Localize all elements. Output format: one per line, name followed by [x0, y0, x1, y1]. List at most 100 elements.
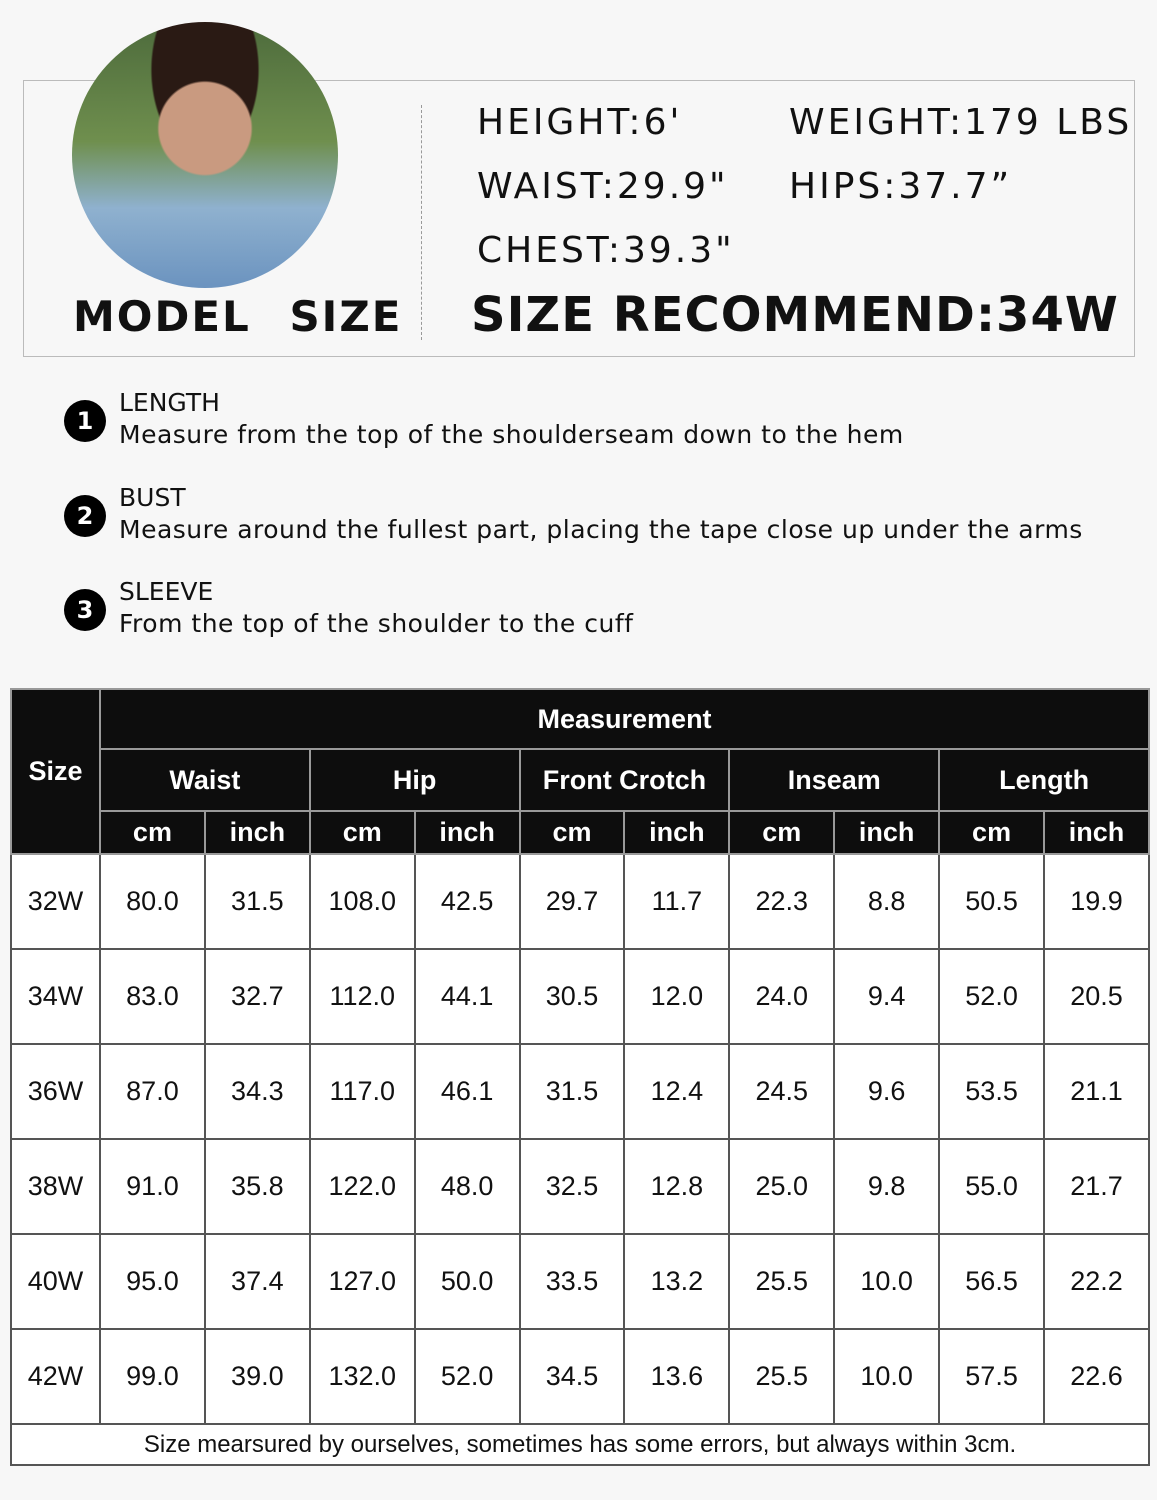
measurement-note: Size mearsured by ourselves, sometimes h…: [9, 1423, 1151, 1466]
value-cell: 122.0: [308, 1138, 416, 1235]
value-cell: 21.1: [1043, 1043, 1151, 1140]
column-header-length: Length: [938, 748, 1151, 812]
value-cell: 9.8: [833, 1138, 941, 1235]
value-cell: 25.5: [728, 1233, 836, 1330]
value-cell: 57.5: [938, 1328, 1046, 1425]
value-cell: 52.0: [938, 948, 1046, 1045]
value-cell: 12.4: [623, 1043, 731, 1140]
value-cell: 50.5: [938, 853, 1046, 950]
value-cell: 117.0: [308, 1043, 416, 1140]
guide-description: Measure around the fullest part, placing…: [119, 515, 1083, 544]
table-row: 36W 87.0 34.3 117.0 46.1 31.5 12.4 24.5 9.6 53.5 2…: [10, 1043, 1151, 1140]
value-cell: 31.5: [203, 853, 311, 950]
value-cell: 13.2: [623, 1233, 731, 1330]
table-row: 32W 80.0 31.5 108.0 42.5 29.7 11.7 22.3 8.8 50.5 1…: [10, 853, 1151, 950]
number-2-icon: 2: [64, 495, 106, 537]
value-cell: 8.8: [833, 853, 941, 950]
table-row: 42W 99.0 39.0 132.0 52.0 34.5 13.6 25.5 10.0 57.5…: [10, 1328, 1151, 1425]
value-cell: 34.3: [203, 1043, 311, 1140]
guide-title: SLEEVE: [119, 577, 214, 606]
size-cell: 38W: [10, 1138, 101, 1235]
unit-header: cm: [518, 810, 626, 855]
unit-header: inch: [833, 810, 941, 855]
value-cell: 53.5: [938, 1043, 1046, 1140]
measurement-header: Measurement: [98, 688, 1151, 750]
value-cell: 29.7: [518, 853, 626, 950]
value-cell: 10.0: [833, 1328, 941, 1425]
unit-header: cm: [99, 810, 206, 855]
guide-title: LENGTH: [119, 388, 220, 417]
value-cell: 56.5: [938, 1233, 1046, 1330]
size-cell: 36W: [10, 1043, 101, 1140]
value-cell: 39.0: [203, 1328, 311, 1425]
value-cell: 112.0: [308, 948, 416, 1045]
value-cell: 83.0: [99, 948, 206, 1045]
value-cell: 31.5: [518, 1043, 626, 1140]
value-cell: 30.5: [518, 948, 626, 1045]
value-cell: 37.4: [203, 1233, 311, 1330]
column-header-hip: Hip: [308, 748, 521, 812]
value-cell: 22.6: [1043, 1328, 1151, 1425]
unit-header: inch: [203, 810, 311, 855]
value-cell: 32.5: [518, 1138, 626, 1235]
value-cell: 25.0: [728, 1138, 836, 1235]
value-cell: 12.0: [623, 948, 731, 1045]
value-cell: 132.0: [308, 1328, 416, 1425]
value-cell: 52.0: [413, 1328, 521, 1425]
size-header: Size: [10, 688, 101, 855]
column-header-front-crotch: Front Crotch: [518, 748, 731, 812]
size-cell: 40W: [10, 1233, 101, 1330]
value-cell: 12.8: [623, 1138, 731, 1235]
model-size-label: MODEL SIZE: [73, 292, 403, 341]
size-cell: 34W: [10, 948, 101, 1045]
guide-description: From the top of the shoulder to the cuff: [119, 609, 634, 638]
column-header-inseam: Inseam: [728, 748, 941, 812]
model-chest: CHEST:39.3": [477, 230, 735, 271]
value-cell: 50.0: [413, 1233, 521, 1330]
value-cell: 42.5: [413, 853, 521, 950]
value-cell: 24.5: [728, 1043, 836, 1140]
model-hips: HIPS:37.7”: [789, 166, 1013, 207]
value-cell: 44.1: [413, 948, 521, 1045]
table-row: 38W 91.0 35.8 122.0 48.0 32.5 12.8 25.0 9.8 55.0 2…: [10, 1138, 1151, 1235]
unit-header: cm: [938, 810, 1046, 855]
value-cell: 35.8: [203, 1138, 311, 1235]
unit-header: inch: [623, 810, 731, 855]
value-cell: 20.5: [1043, 948, 1151, 1045]
value-cell: 99.0: [99, 1328, 206, 1425]
value-cell: 87.0: [99, 1043, 206, 1140]
value-cell: 13.6: [623, 1328, 731, 1425]
column-header-waist: Waist: [99, 748, 311, 812]
value-cell: 22.3: [728, 853, 836, 950]
unit-header: cm: [728, 810, 836, 855]
value-cell: 32.7: [203, 948, 311, 1045]
value-cell: 127.0: [308, 1233, 416, 1330]
value-cell: 25.5: [728, 1328, 836, 1425]
unit-header: inch: [413, 810, 521, 855]
value-cell: 80.0: [99, 853, 206, 950]
value-cell: 91.0: [99, 1138, 206, 1235]
model-photo: [72, 22, 338, 288]
model-waist: WAIST:29.9": [477, 166, 729, 207]
value-cell: 11.7: [623, 853, 731, 950]
model-height: HEIGHT:6': [477, 102, 683, 143]
divider: [421, 105, 422, 340]
size-cell: 42W: [10, 1328, 101, 1425]
guide-description: Measure from the top of the shoulderseam…: [119, 420, 904, 449]
value-cell: 55.0: [938, 1138, 1046, 1235]
value-cell: 9.6: [833, 1043, 941, 1140]
guide-title: BUST: [119, 483, 186, 512]
value-cell: 33.5: [518, 1233, 626, 1330]
value-cell: 24.0: [728, 948, 836, 1045]
model-weight: WEIGHT:179 LBS: [789, 102, 1133, 143]
table-row: 34W 83.0 32.7 112.0 44.1 30.5 12.0 24.0 9.4 52.0 2…: [10, 948, 1151, 1045]
size-recommendation: SIZE RECOMMEND:34W: [471, 287, 1119, 343]
value-cell: 9.4: [833, 948, 941, 1045]
number-3-icon: 3: [64, 589, 106, 631]
value-cell: 46.1: [413, 1043, 521, 1140]
value-cell: 19.9: [1043, 853, 1151, 950]
model-size-panel: [23, 80, 1135, 357]
note-row: Size mearsured by ourselves, sometimes h…: [9, 1423, 1151, 1466]
value-cell: 48.0: [413, 1138, 521, 1235]
unit-header: cm: [308, 810, 416, 855]
